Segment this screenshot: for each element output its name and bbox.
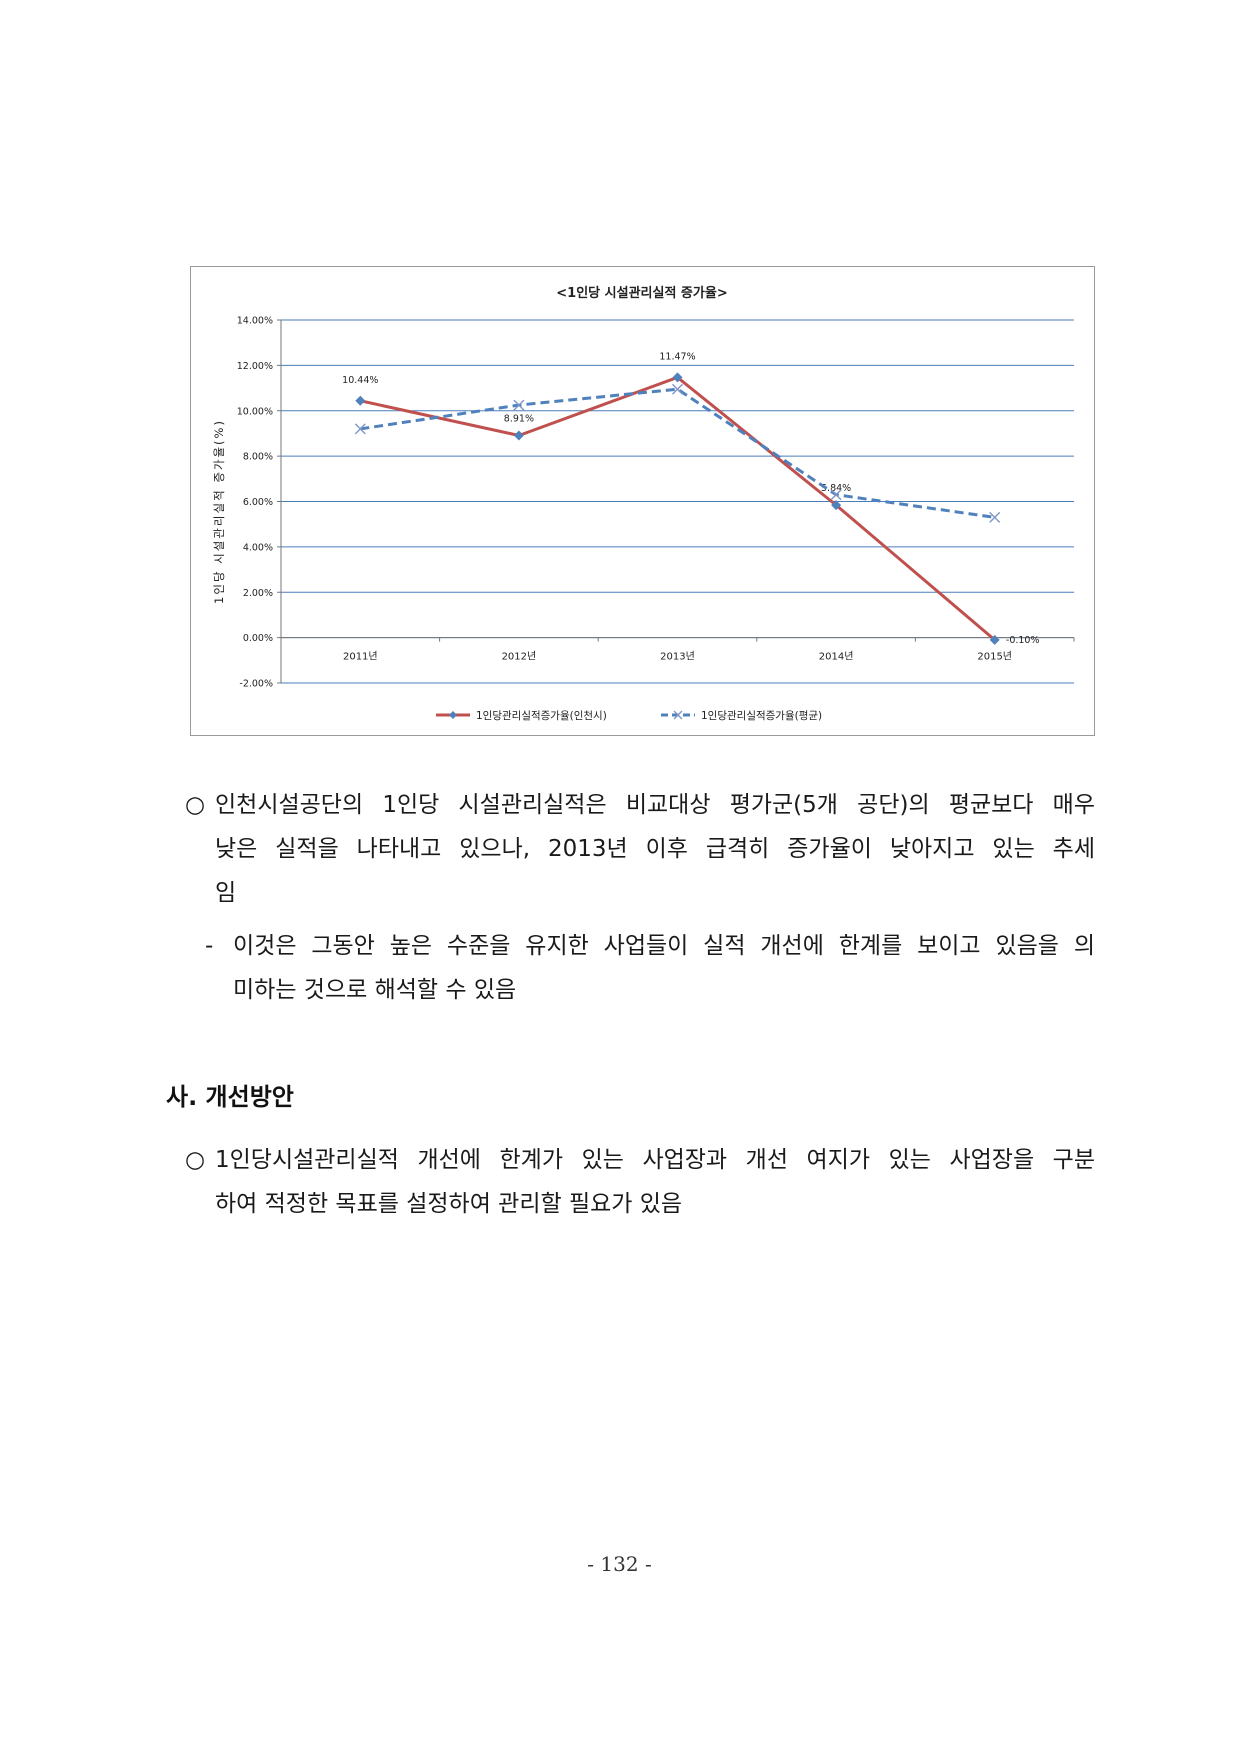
data-point-x — [354, 423, 366, 435]
data-label: -0.10% — [1006, 635, 1040, 646]
dash-bullet-icon: - — [205, 933, 214, 959]
paragraph-3-line-2: 하여 적정한 목표를 설정하여 관리할 필요가 있음 — [215, 1191, 683, 1217]
data-point-diamond — [989, 634, 1000, 645]
paragraph-1-line-1: ○ 인천시설공단의 1인당 시설관리실적은 비교대상 평가군(5개 공단)의 평… — [185, 783, 1095, 827]
y-tick-label: 14.00% — [237, 316, 273, 327]
y-tick-label: 8.00% — [243, 452, 273, 463]
data-point-x — [513, 399, 525, 411]
x-tick-label: 2015년 — [977, 651, 1012, 663]
data-point-diamond — [355, 395, 366, 406]
circle-bullet-icon: ○ — [185, 792, 206, 818]
x-tick-label: 2012년 — [502, 651, 537, 663]
y-tick-label: 2.00% — [243, 588, 273, 599]
x-tick-label: 2011년 — [343, 651, 378, 663]
data-point-diamond — [513, 430, 524, 441]
y-axis-label: 1인당 시설관리실적 증가율(%) — [212, 419, 226, 604]
line-chart: <1인당 시설관리실적 증가율> 14.00% 12.00% 10.00% 8.00% 6… — [212, 285, 1075, 722]
data-point-diamond — [831, 500, 842, 511]
y-tick-label: 4.00% — [243, 542, 273, 553]
data-point-x — [989, 511, 1001, 523]
paragraph-text: 낮은 실적을 나타내고 있으나, 2013년 이후 급격히 증가율이 낮아지고 … — [215, 836, 1095, 862]
paragraph-text: 1인당시설관리실적 개선에 한계가 있는 사업장과 개선 여지가 있는 사업장을… — [215, 1147, 1095, 1173]
circle-bullet-icon: ○ — [185, 1147, 206, 1173]
y-tick-label: 12.00% — [237, 361, 273, 372]
data-label: 5.84% — [821, 483, 851, 494]
legend-label: 1인당관리실적증가율(평균) — [701, 710, 822, 722]
x-tick-label: 2014년 — [819, 651, 854, 663]
y-tick-label: 6.00% — [243, 497, 273, 508]
y-tick-label: 0.00% — [243, 633, 273, 644]
section-title: 사. 개선방안 — [166, 1083, 294, 1111]
series-line-2 — [360, 387, 995, 519]
y-tick-label: 10.00% — [237, 406, 273, 417]
paragraph-2-line-2: 미하는 것으로 해석할 수 있음 — [233, 977, 517, 1003]
data-label: 8.91% — [504, 413, 534, 424]
paragraph-2-line-1: - 이것은 그동안 높은 수준을 유지한 사업들이 실적 개선에 한계를 보이고… — [205, 924, 1095, 968]
chart-title: <1인당 시설관리실적 증가율> — [556, 285, 727, 301]
data-point-x — [672, 383, 683, 395]
data-point-x — [830, 489, 842, 501]
legend-marker-diamond — [449, 711, 457, 719]
data-point-diamond — [672, 372, 683, 383]
series-line-1 — [359, 375, 996, 642]
paragraph-1-line-3: 임 — [215, 880, 237, 906]
data-label: 10.44% — [342, 375, 378, 386]
paragraph-1-line-2: 낮은 실적을 나타내고 있으나, 2013년 이후 급격히 증가율이 낮아지고 … — [185, 827, 1095, 871]
chart-container: <1인당 시설관리실적 증가율> 14.00% 12.00% 10.00% 8.00% 6… — [190, 266, 1095, 736]
paragraph-text: 인천시설공단의 1인당 시설관리실적은 비교대상 평가군(5개 공단)의 평균보… — [215, 792, 1095, 818]
legend-label: 1인당관리실적증가율(인천시) — [476, 710, 607, 722]
paragraph-3-line-1: ○ 1인당시설관리실적 개선에 한계가 있는 사업장과 개선 여지가 있는 사업… — [185, 1138, 1095, 1182]
page-number: - 132 - — [587, 1552, 652, 1576]
legend-marker-x — [673, 710, 683, 720]
x-tick-label: 2013년 — [660, 651, 695, 663]
y-tick-label: -2.00% — [239, 679, 273, 690]
paragraph-text: 이것은 그동안 높은 수준을 유지한 사업들이 실적 개선에 한계를 보이고 있… — [233, 933, 1095, 959]
data-label: 11.47% — [659, 351, 695, 362]
